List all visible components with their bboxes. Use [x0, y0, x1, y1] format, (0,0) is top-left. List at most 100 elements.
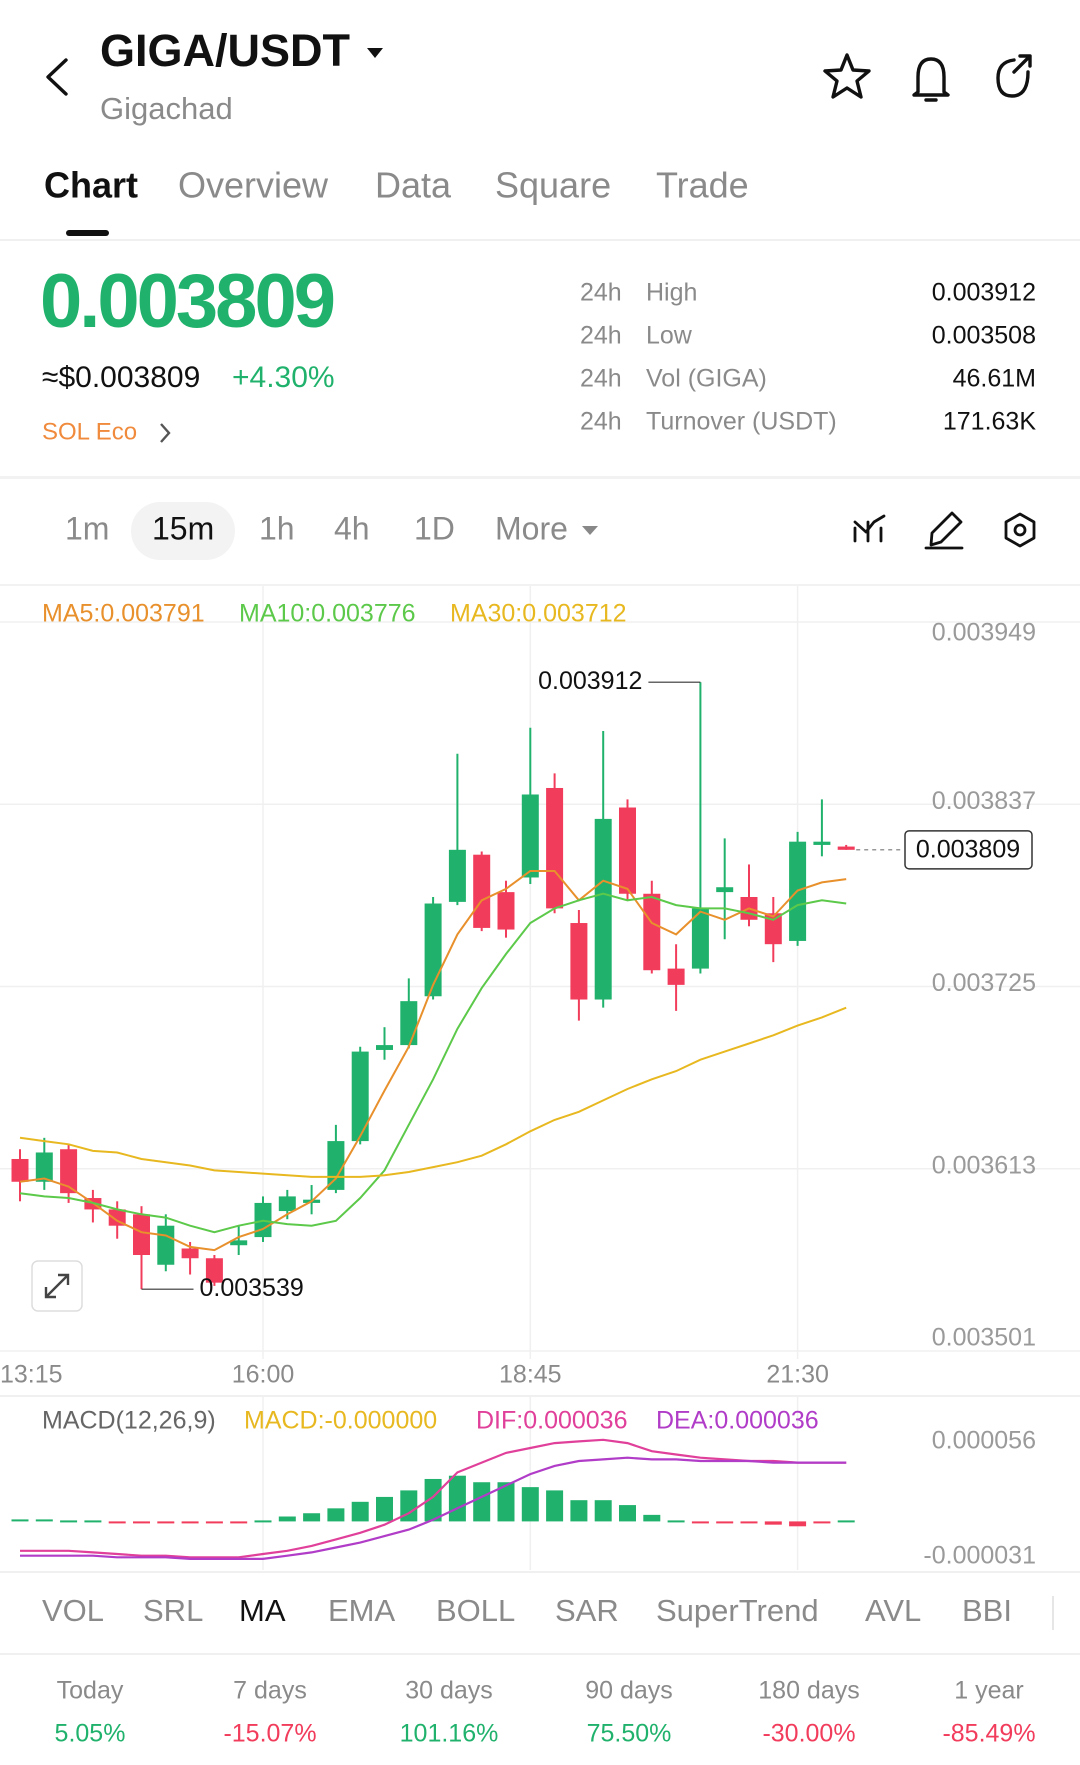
tab-indicator — [66, 230, 109, 236]
macd-bar — [619, 1505, 636, 1522]
candle-body — [181, 1248, 199, 1259]
y-tick-label: 0.003949 — [932, 619, 1036, 647]
performance-period: 7 days — [233, 1677, 307, 1705]
divider — [0, 1395, 1080, 1397]
favorite-button[interactable] — [823, 53, 871, 99]
candle-body — [278, 1196, 296, 1212]
performance-value: 101.16% — [400, 1720, 499, 1748]
macd-bar — [400, 1490, 418, 1522]
macd-bar — [813, 1521, 831, 1524]
ma-line — [19, 1006, 847, 1178]
candle-body — [230, 1240, 248, 1246]
indicator-tab[interactable]: EMA — [328, 1593, 396, 1628]
interval-option[interactable]: 4h — [334, 510, 370, 546]
candle-body — [448, 849, 466, 902]
y-tick-label: 0.000056 — [932, 1427, 1036, 1455]
macd-bar — [424, 1478, 442, 1522]
performance-period: 30 days — [405, 1677, 493, 1705]
divider — [0, 239, 1080, 241]
x-tick-label: 21:30 — [766, 1361, 829, 1389]
performance-period: 90 days — [585, 1677, 673, 1705]
legend-item: MA10:0.003776 — [239, 600, 416, 628]
macd-bar — [133, 1521, 150, 1524]
macd-line — [20, 1456, 847, 1560]
tab[interactable]: Square — [495, 165, 611, 206]
divider — [0, 1653, 1080, 1655]
macd-bar — [497, 1482, 515, 1522]
alert-button[interactable] — [912, 57, 950, 102]
ecosystem-tag[interactable]: SOL Eco — [42, 418, 137, 445]
indicator-tab[interactable]: SAR — [555, 1593, 619, 1628]
stat-value: 0.003508 — [932, 322, 1036, 350]
performance-period: 1 year — [954, 1677, 1023, 1705]
macd-bar — [254, 1520, 272, 1523]
candle-body — [764, 913, 782, 945]
indicator-tab[interactable]: VOL — [42, 1593, 104, 1628]
y-tick-label: 0.003837 — [932, 787, 1036, 815]
candle-body — [546, 787, 564, 909]
indicator-tab[interactable]: SuperTrend — [656, 1593, 819, 1628]
candle-body — [60, 1149, 78, 1194]
candle-body — [35, 1152, 53, 1182]
macd-bar — [303, 1513, 321, 1522]
tab[interactable]: Data — [375, 165, 452, 206]
candle-body — [327, 1141, 345, 1190]
interval-selected-bg — [131, 502, 235, 560]
stat-period: 24h — [580, 365, 622, 393]
interval-option[interactable]: 1h — [259, 510, 295, 546]
divider — [0, 476, 1080, 479]
share-button[interactable] — [996, 54, 1032, 98]
chevron — [160, 423, 171, 443]
legend-item: MA5:0.003791 — [42, 600, 205, 628]
performance-value: -85.49% — [942, 1720, 1035, 1748]
back-button[interactable] — [46, 58, 68, 96]
performance-period: 180 days — [758, 1677, 859, 1705]
tab[interactable]: Chart — [44, 165, 138, 206]
stat-label: Low — [646, 322, 693, 350]
stat-value: 171.63K — [943, 408, 1036, 436]
candle-body — [691, 908, 709, 969]
ma-line — [19, 870, 847, 1252]
indicator-tab[interactable]: SRL — [143, 1593, 203, 1628]
interval-option[interactable]: 1D — [414, 510, 455, 546]
candle-body — [157, 1225, 175, 1265]
indicator-tab[interactable]: BBI — [962, 1593, 1012, 1628]
macd-bar — [521, 1487, 539, 1522]
macd-bar — [740, 1521, 758, 1524]
scroll-fade — [1052, 1596, 1054, 1630]
stat-period: 24h — [580, 408, 622, 436]
x-tick-label: 13:15 — [0, 1361, 63, 1389]
stat-value: 46.61M — [953, 365, 1036, 393]
tab[interactable]: Overview — [178, 165, 329, 206]
settings-button — [1013, 523, 1027, 537]
indicator-button[interactable] — [853, 514, 886, 543]
x-tick-label: 16:00 — [232, 1361, 295, 1389]
candle-body — [473, 854, 491, 928]
x-tick-label: 18:45 — [499, 1361, 562, 1389]
candle-body — [11, 1158, 29, 1182]
indicator-tab[interactable]: BOLL — [436, 1593, 515, 1628]
candle-body — [837, 846, 855, 850]
draw-button[interactable] — [924, 511, 964, 550]
interval-option[interactable]: More — [495, 510, 568, 546]
candle-body — [133, 1214, 150, 1255]
more-dropdown[interactable] — [582, 526, 598, 535]
pair-title[interactable]: GIGA/USDT — [100, 25, 350, 76]
interval-option[interactable]: 1m — [65, 510, 109, 546]
indicator-tab[interactable]: MA — [239, 1593, 286, 1628]
indicator-tab[interactable]: AVL — [865, 1593, 921, 1628]
candle-body — [594, 818, 612, 1000]
settings-button[interactable] — [1004, 512, 1036, 548]
candle-body — [424, 903, 442, 997]
usd-price: ≈$0.003809 — [42, 361, 200, 394]
tab[interactable]: Trade — [656, 165, 749, 206]
price-change: +4.30% — [232, 361, 335, 394]
candle-body — [400, 1001, 418, 1046]
pair-dropdown[interactable] — [367, 48, 383, 58]
candle-body — [667, 968, 685, 985]
stat-period: 24h — [580, 279, 622, 307]
candle-body — [108, 1209, 126, 1226]
macd-bar — [667, 1520, 685, 1523]
interval-option[interactable]: 15m — [152, 510, 214, 546]
